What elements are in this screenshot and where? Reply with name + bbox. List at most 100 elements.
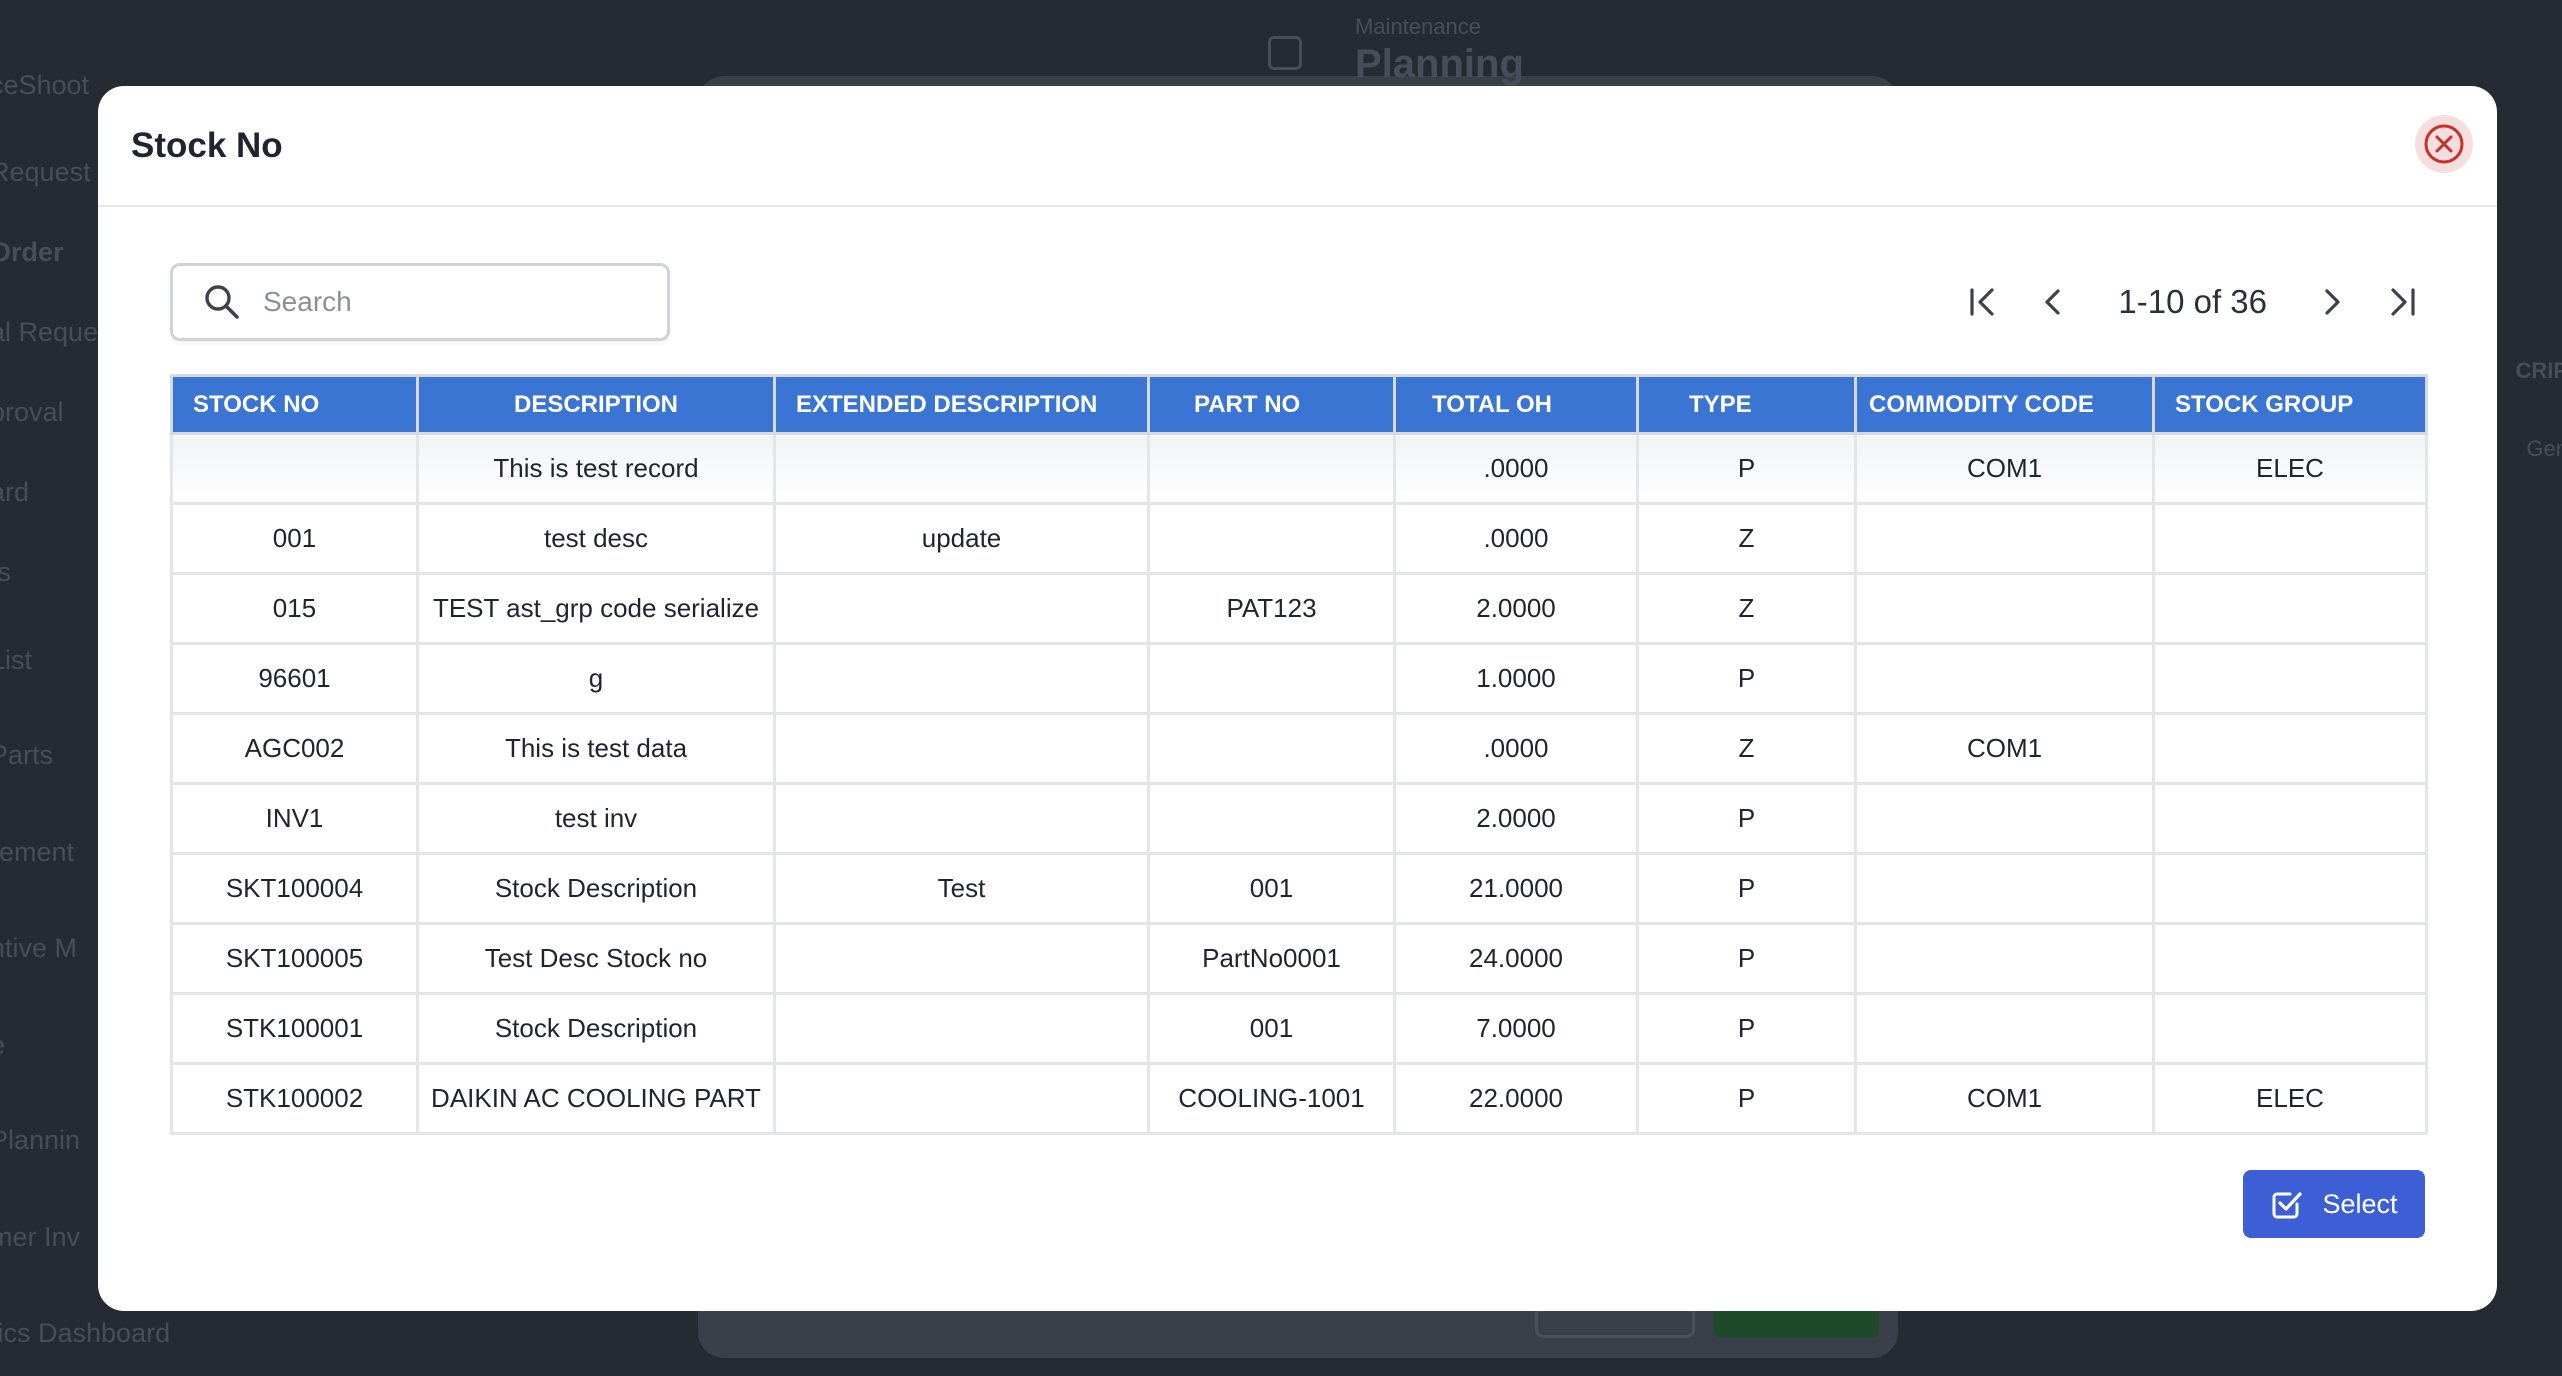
table-cell: 22.0000 <box>1393 1062 1639 1135</box>
table-cell <box>773 712 1150 785</box>
table-cell: INV1 <box>170 782 419 855</box>
table-cell: test inv <box>416 782 776 855</box>
table-body: This is test record .0000 P COM1 ELEC 001 test… <box>170 432 2428 1135</box>
table-cell: AGC002 <box>170 712 419 785</box>
column-header[interactable]: STOCK GROUP <box>2152 374 2428 435</box>
table-cell: 2.0000 <box>1393 782 1639 855</box>
select-button-label: Select <box>2322 1188 2398 1219</box>
table-cell <box>2152 712 2428 785</box>
column-header[interactable]: EXTENDED DESCRIPTION <box>773 374 1150 435</box>
pagination: 1-10 of 36 <box>1960 263 2425 341</box>
table-cell <box>2152 922 2428 995</box>
table-cell: 96601 <box>170 642 419 715</box>
table-cell: .0000 <box>1393 502 1639 575</box>
table-cell: P <box>1636 642 1857 715</box>
table-cell: Stock Description <box>416 992 776 1065</box>
table-cell: ELEC <box>2152 1062 2428 1135</box>
modal-title: Stock No <box>131 125 283 165</box>
table-row[interactable]: This is test record .0000 P COM1 ELEC <box>170 432 2428 505</box>
table-cell: COM1 <box>1854 1062 2155 1135</box>
chevron-left-icon <box>2045 289 2060 315</box>
next-page-button[interactable] <box>2309 279 2355 325</box>
table-row[interactable]: SKT100004 Stock Description Test 001 21.0000… <box>170 852 2428 925</box>
table-cell: .0000 <box>1393 712 1639 785</box>
table-cell: This is test record <box>416 432 776 505</box>
table-cell <box>2152 782 2428 855</box>
sidebar-item: ntive M <box>0 933 78 963</box>
table-cell <box>1854 502 2155 575</box>
table-cell: 21.0000 <box>1393 852 1639 925</box>
table-cell: P <box>1636 922 1857 995</box>
table-row[interactable]: SKT100005 Test Desc Stock no PartNo0001 24.… <box>170 922 2428 995</box>
table-row[interactable]: AGC002 This is test data .0000 Z COM1 <box>170 712 2428 785</box>
table-cell: This is test data <box>416 712 776 785</box>
table-header-row: STOCK NO DESCRIPTION EXTENDED DESCRIPTIO… <box>170 374 2428 435</box>
table-row[interactable]: INV1 test inv 2.0000 P <box>170 782 2428 855</box>
sidebar-item: tics Dashboard <box>0 1318 171 1348</box>
table-cell: PartNo0001 <box>1147 922 1396 995</box>
chevron-right-icon <box>2325 289 2340 315</box>
table-cell: 001 <box>170 502 419 575</box>
column-header[interactable]: DESCRIPTION <box>416 374 776 435</box>
close-circle-icon <box>2424 124 2464 164</box>
pagination-range: 1-10 of 36 <box>2118 283 2267 320</box>
table-cell: g <box>416 642 776 715</box>
table-cell: SKT100004 <box>170 852 419 925</box>
table-cell: Z <box>1636 572 1857 645</box>
table-cell <box>773 782 1150 855</box>
modal-header: Stock No <box>98 86 2497 207</box>
table-cell <box>1854 572 2155 645</box>
close-button[interactable] <box>2415 115 2473 173</box>
background-header-subtitle: Maintenance <box>1355 14 1481 39</box>
table-row[interactable]: STK100001 Stock Description 001 7.0000 P <box>170 992 2428 1065</box>
table-cell <box>1854 852 2155 925</box>
table-cell <box>1147 502 1396 575</box>
sidebar-item: List <box>0 645 33 675</box>
table-cell <box>2152 572 2428 645</box>
sidebar-item: Parts <box>0 740 54 770</box>
table-cell <box>1147 712 1396 785</box>
previous-page-button[interactable] <box>2030 279 2076 325</box>
table-cell: 2.0000 <box>1393 572 1639 645</box>
table-row[interactable]: 001 test desc update .0000 Z <box>170 502 2428 575</box>
stock-table: STOCK NO DESCRIPTION EXTENDED DESCRIPTIO… <box>170 374 2428 1135</box>
table-row[interactable]: 96601 g 1.0000 P <box>170 642 2428 715</box>
table-cell <box>170 432 419 505</box>
select-button[interactable]: Select <box>2243 1170 2425 1238</box>
table-cell: P <box>1636 782 1857 855</box>
background-right-label: Gen <box>2526 436 2562 461</box>
first-page-icon <box>1970 288 1994 316</box>
table-cell: P <box>1636 992 1857 1065</box>
table-row[interactable]: 015 TEST ast_grp code serialize PAT123 2.00… <box>170 572 2428 645</box>
table-cell: 1.0000 <box>1393 642 1639 715</box>
search-box[interactable] <box>170 263 670 341</box>
stock-no-modal: Stock No <box>98 86 2497 1311</box>
table-cell <box>1147 642 1396 715</box>
table-cell: COM1 <box>1854 712 2155 785</box>
sidebar-item: Order <box>0 237 64 267</box>
column-header[interactable]: STOCK NO <box>170 374 419 435</box>
column-header[interactable]: TYPE <box>1636 374 1857 435</box>
table-row[interactable]: STK100002 DAIKIN AC COOLING PART COOLING-1… <box>170 1062 2428 1135</box>
column-header[interactable]: PART NO <box>1147 374 1396 435</box>
table-cell: COOLING-1001 <box>1147 1062 1396 1135</box>
table-cell <box>1854 782 2155 855</box>
column-header[interactable]: COMMODITY CODE <box>1854 374 2155 435</box>
table-cell: test desc <box>416 502 776 575</box>
table-cell: 7.0000 <box>1393 992 1639 1065</box>
first-page-button[interactable] <box>1960 279 2006 325</box>
search-input[interactable] <box>263 286 643 318</box>
sidebar-item: al Reque <box>0 317 99 347</box>
table-cell <box>1854 992 2155 1065</box>
table-cell: Stock Description <box>416 852 776 925</box>
background-header-title: Planning <box>1355 42 1524 86</box>
table-cell: .0000 <box>1393 432 1639 505</box>
table-cell <box>773 642 1150 715</box>
table-cell: Test Desc Stock no <box>416 922 776 995</box>
table-cell: 24.0000 <box>1393 922 1639 995</box>
column-header[interactable]: TOTAL OH <box>1393 374 1639 435</box>
sidebar-item: Plannin <box>0 1125 81 1155</box>
table-cell <box>1854 922 2155 995</box>
sidebar-item: ts <box>0 557 12 587</box>
last-page-button[interactable] <box>2379 279 2425 325</box>
